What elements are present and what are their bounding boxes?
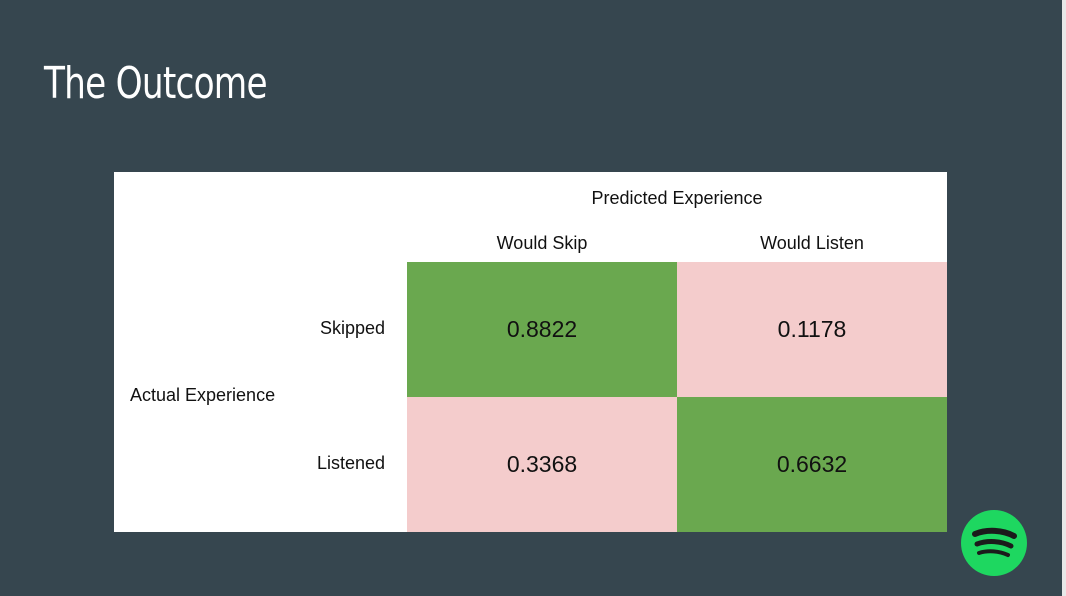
column-header-would-skip: Would Skip (407, 233, 677, 254)
cell-skipped-would-listen: 0.1178 (677, 262, 947, 397)
confusion-matrix: Predicted Experience Would Skip Would Li… (114, 172, 947, 532)
window-edge (1062, 0, 1066, 596)
slide-title: The Outcome (44, 58, 267, 109)
actual-experience-header: Actual Experience (130, 385, 275, 406)
row-header-listened: Listened (317, 453, 385, 474)
cell-listened-would-skip: 0.3368 (407, 397, 677, 532)
column-header-would-listen: Would Listen (677, 233, 947, 254)
spotify-icon (961, 510, 1027, 576)
cell-listened-would-listen: 0.6632 (677, 397, 947, 532)
row-header-skipped: Skipped (320, 318, 385, 339)
predicted-experience-header: Predicted Experience (407, 188, 947, 209)
cell-skipped-would-skip: 0.8822 (407, 262, 677, 397)
